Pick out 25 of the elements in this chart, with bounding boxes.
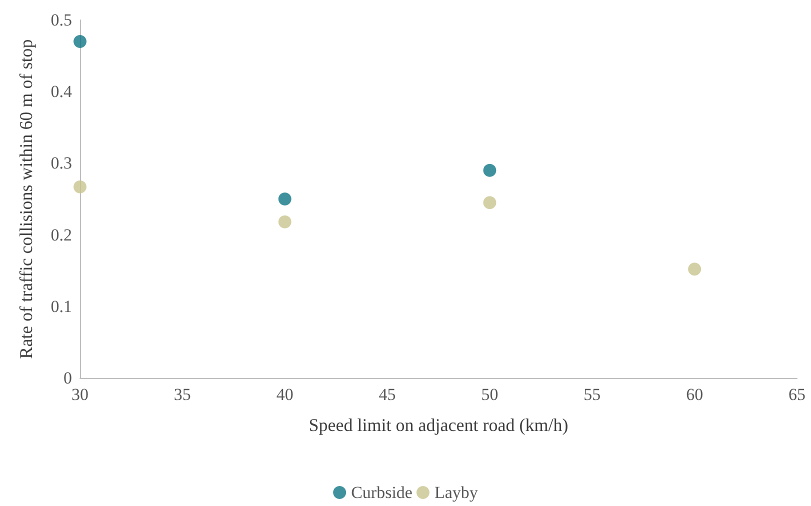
x-tick-label: 30 xyxy=(72,385,88,404)
point xyxy=(483,196,496,210)
x-tick-label: 55 xyxy=(584,385,601,404)
x-tick-label: 60 xyxy=(686,385,704,404)
point xyxy=(483,164,496,177)
y-tick-label: 0.4 xyxy=(50,82,72,102)
legend-label: Layby xyxy=(434,483,478,502)
y-tick-label: 0.5 xyxy=(50,10,72,30)
y-tick-label: 0.2 xyxy=(50,225,72,244)
y-tick-label: 0 xyxy=(64,368,72,388)
y-axis-title: Rate of traffic collisions within 60 m of stop xyxy=(16,39,36,359)
point xyxy=(74,34,86,48)
point xyxy=(278,215,292,228)
y-tick-label: 0.3 xyxy=(50,154,72,173)
x-tick-label: 65 xyxy=(788,385,806,404)
x-tick-label: 45 xyxy=(378,385,396,404)
point xyxy=(688,262,702,276)
x-tick-label: 35 xyxy=(174,385,191,404)
y-tick-label: 0.1 xyxy=(50,296,72,316)
legend-label: Curbside xyxy=(351,483,412,502)
point xyxy=(278,192,292,206)
point xyxy=(74,180,86,194)
x-axis-title: Speed limit on adjacent road (km/h) xyxy=(308,415,568,435)
x-tick-label: 40 xyxy=(276,385,294,404)
x-tick-label: 50 xyxy=(481,385,498,404)
